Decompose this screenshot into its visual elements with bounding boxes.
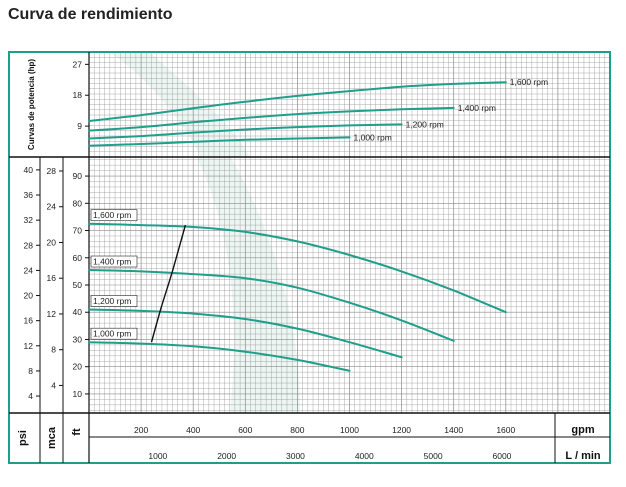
- y-tick-label-mca: 12: [47, 309, 57, 319]
- y-tick-label-ft: 90: [73, 171, 83, 181]
- power-curve-label: 1,400 rpm: [458, 103, 496, 113]
- head-curve-label: 1,600 rpm: [93, 210, 131, 220]
- head-curve-label-box: [90, 295, 138, 307]
- chart-title: Curva de rendimiento: [8, 6, 173, 23]
- y-tick-label-ft: 20: [73, 362, 83, 372]
- x-tick-label-gpm: 600: [238, 425, 252, 435]
- x-tick-label-gpm: 1600: [496, 425, 515, 435]
- head-curve-label-box: [90, 255, 138, 268]
- x-tick-label-gpm: 400: [186, 425, 200, 435]
- x-tick-label-gpm: 200: [134, 425, 148, 435]
- y-tick-label-psi: 40: [24, 165, 34, 175]
- head-curve-line: [88, 308, 403, 359]
- x-tick-label-lmin: 3000: [286, 451, 305, 461]
- head-curve-label: 1,200 rpm: [93, 296, 131, 306]
- head-curve-line: [88, 269, 455, 342]
- y-tick-label-mca: 16: [47, 273, 57, 283]
- head-curve-label-box: [90, 327, 138, 340]
- power-curve-label: 1,200 rpm: [406, 119, 444, 129]
- y-tick-label-mca: 28: [47, 166, 57, 176]
- operating-limit-line: [150, 224, 187, 343]
- y-tick-label-ft: 60: [73, 253, 83, 263]
- chart-frame: [8, 51, 611, 464]
- x-tick-label-gpm: 800: [290, 425, 304, 435]
- y-tick-label-mca: 4: [51, 380, 56, 390]
- x-tick-label-lmin: 4000: [355, 451, 374, 461]
- y-tick-label-psi: 24: [24, 265, 34, 275]
- x-tick-label-lmin: 5000: [424, 451, 443, 461]
- y-axis-label-mca: mca: [46, 426, 58, 449]
- power-curve-line: [88, 81, 507, 122]
- y-tick-label-psi: 4: [28, 391, 33, 401]
- y-axis-label-ft: ft: [71, 428, 83, 436]
- power-curve-label: 1,600 rpm: [510, 77, 548, 87]
- y-tick-label-ft: 50: [73, 280, 83, 290]
- x-tick-label-gpm: 1400: [444, 425, 463, 435]
- y-tick-label-psi: 12: [24, 341, 34, 351]
- power-curve-line: [88, 123, 403, 140]
- power-curve-line: [88, 106, 455, 132]
- y-axis-label-hp: Curvas de potencia (hp): [27, 59, 36, 150]
- head-curve-label: 1,000 rpm: [93, 329, 131, 339]
- y-tick-label-ft: 80: [73, 198, 83, 208]
- power-curve-label: 1,000 rpm: [354, 132, 392, 142]
- y-tick-label-ft: 40: [73, 307, 83, 317]
- x-axis-label-gpm: gpm: [571, 424, 594, 436]
- y-tick-label-mca: 20: [47, 237, 57, 247]
- x-tick-label-gpm: 1200: [392, 425, 411, 435]
- y-tick-label-ft: 10: [73, 389, 83, 399]
- y-tick-label-hp: 18: [73, 90, 83, 100]
- y-axis-label-psi: psi: [17, 430, 29, 446]
- x-tick-label-lmin: 6000: [492, 451, 511, 461]
- y-tick-label-hp: 9: [77, 121, 82, 131]
- y-tick-label-psi: 28: [24, 240, 34, 250]
- x-tick-label-lmin: 2000: [217, 451, 236, 461]
- y-tick-label-mca: 8: [51, 345, 56, 355]
- y-tick-label-mca: 24: [47, 202, 57, 212]
- y-tick-label-ft: 70: [73, 226, 83, 236]
- y-tick-label-psi: 8: [28, 366, 33, 376]
- head-curve-line: [88, 222, 507, 314]
- y-tick-label-psi: 20: [24, 291, 34, 301]
- y-tick-label-psi: 36: [24, 190, 34, 200]
- x-tick-label-gpm: 1000: [340, 425, 359, 435]
- x-tick-label-lmin: 1000: [148, 451, 167, 461]
- head-curve-line: [88, 341, 351, 372]
- x-axis-label-lmin: L / min: [565, 450, 601, 462]
- head-curve-label: 1,400 rpm: [93, 257, 131, 267]
- y-tick-label-psi: 32: [24, 215, 34, 225]
- y-tick-label-psi: 16: [24, 316, 34, 326]
- power-curve-line: [88, 136, 351, 147]
- y-tick-label-hp: 27: [73, 59, 83, 69]
- head-curve-label-box: [90, 209, 138, 222]
- y-tick-label-ft: 30: [73, 334, 83, 344]
